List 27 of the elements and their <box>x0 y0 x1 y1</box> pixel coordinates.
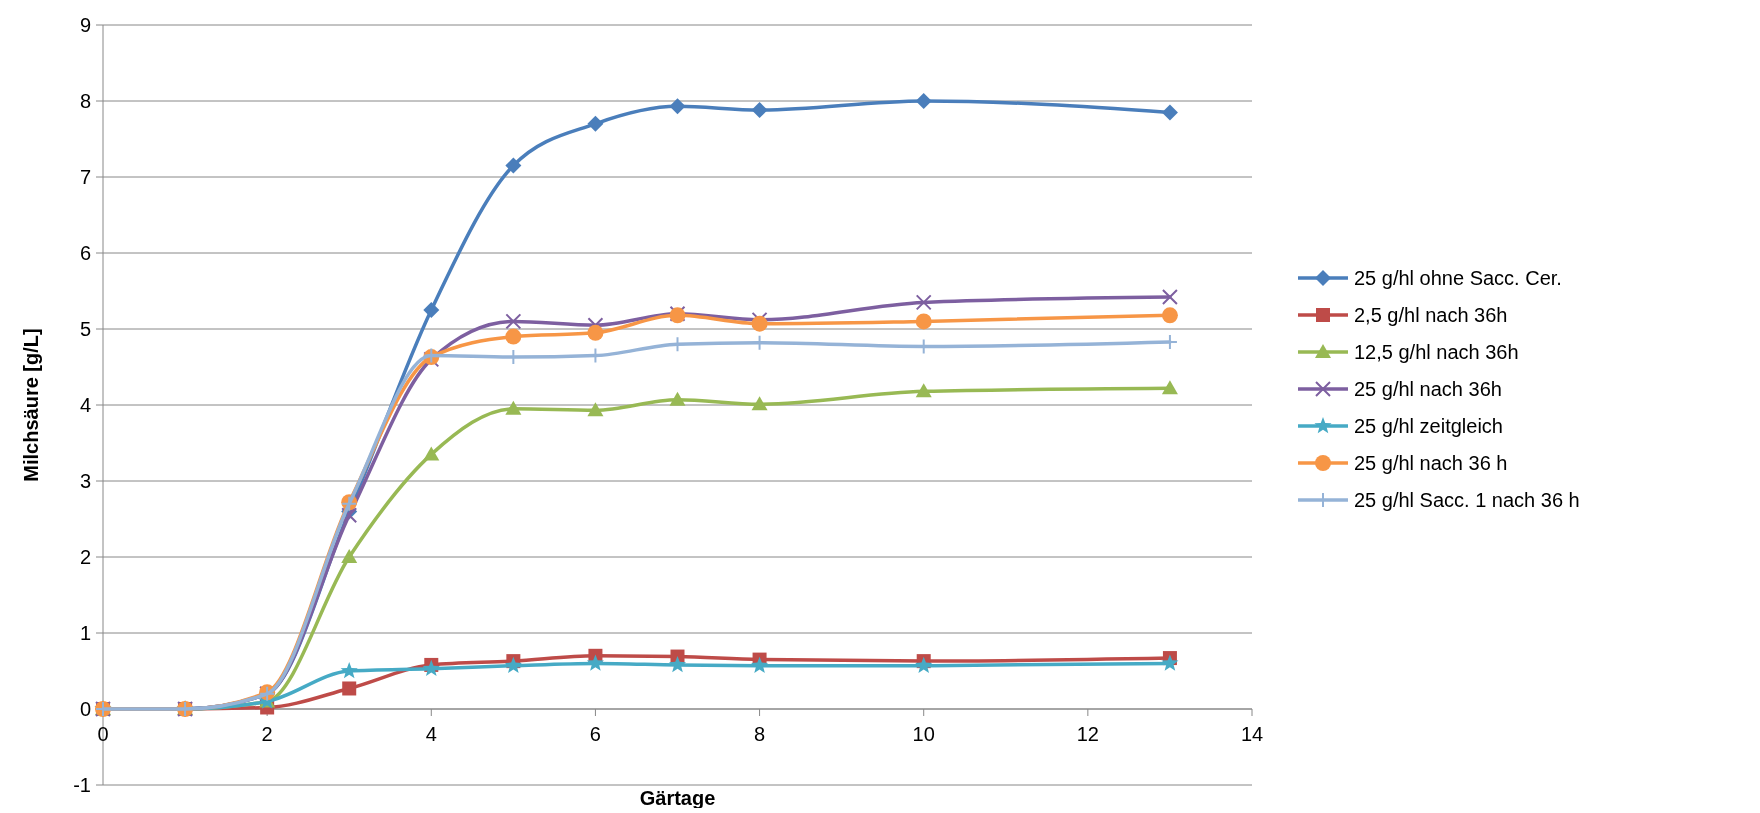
x-tick-label: 8 <box>754 723 766 745</box>
legend-label: 25 g/hl zeitgleich <box>1354 415 1503 437</box>
x-tick-label: 0 <box>97 723 109 745</box>
y-tick-label: 2 <box>79 546 91 568</box>
y-tick-label: 0 <box>79 698 91 720</box>
y-tick-label: 8 <box>79 90 91 112</box>
legend-label: 12,5 g/hl nach 36h <box>1354 341 1519 363</box>
y-tick-label: 3 <box>79 470 91 492</box>
legend-label: 25 g/hl nach 36h <box>1354 378 1502 400</box>
legend-label: 25 g/hl ohne Sacc. Cer. <box>1354 267 1562 289</box>
x-tick-label: 2 <box>261 723 273 745</box>
y-tick-label: 7 <box>79 166 91 188</box>
legend-label: 2,5 g/hl nach 36h <box>1354 304 1508 326</box>
legend-label: 25 g/hl nach 36 h <box>1354 452 1508 474</box>
y-tick-label: 4 <box>79 394 91 416</box>
x-tick-label: 10 <box>912 723 935 745</box>
legend-label: 25 g/hl Sacc. 1 nach 36 h <box>1354 489 1580 511</box>
x-tick-label: 6 <box>589 723 601 745</box>
x-tick-label: 12 <box>1076 723 1099 745</box>
x-tick-label: 4 <box>425 723 437 745</box>
y-tick-label: 1 <box>79 622 91 644</box>
y-tick-label: 6 <box>79 242 91 264</box>
y-axis-title: Milchsäure [g/L] <box>20 328 42 482</box>
y-tick-label: 5 <box>79 318 91 340</box>
x-tick-label: 14 <box>1240 723 1264 745</box>
y-tick-label: 9 <box>79 14 91 36</box>
y-tick-label: -1 <box>73 774 91 796</box>
